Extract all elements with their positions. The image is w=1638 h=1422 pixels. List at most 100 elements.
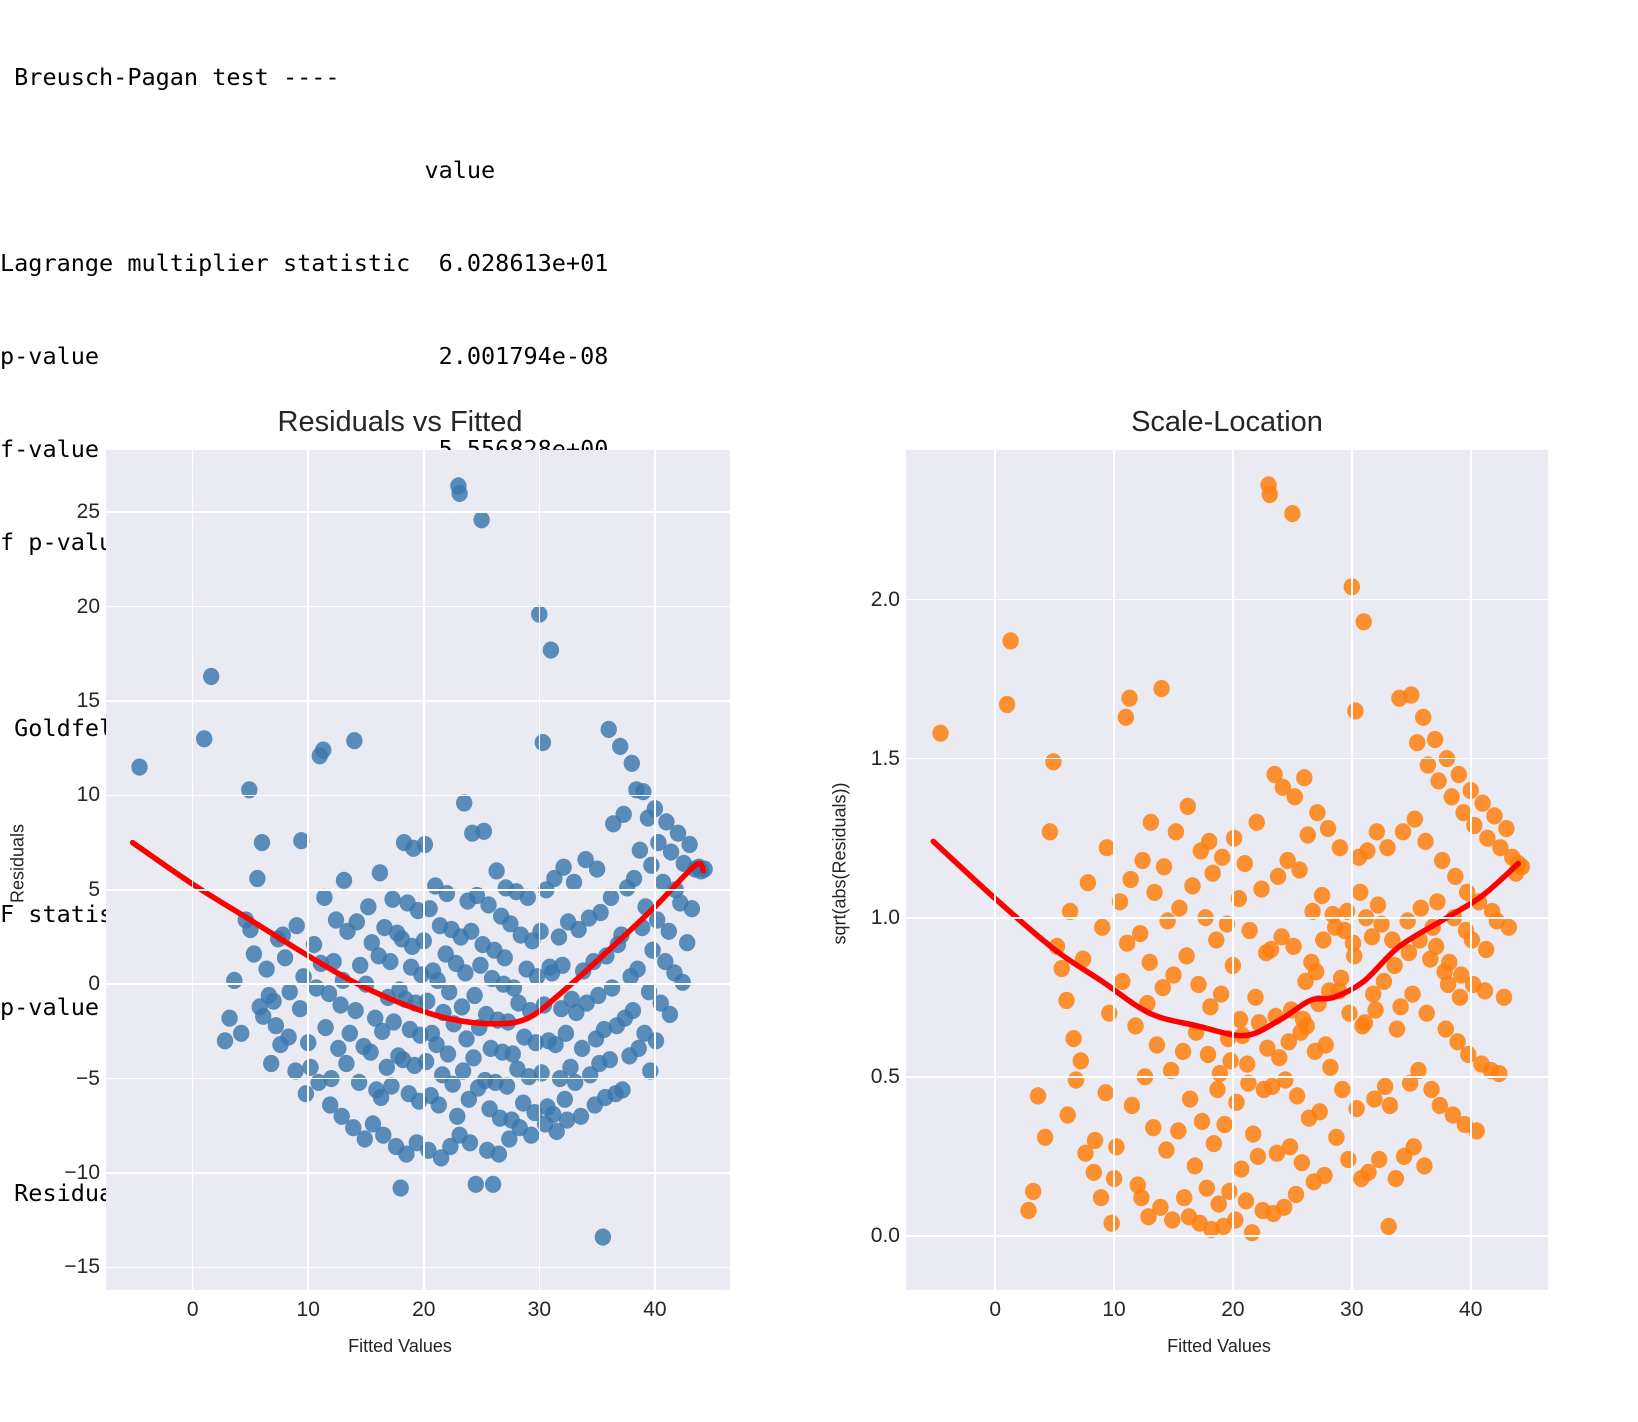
gridline-vertical — [422, 450, 425, 1290]
scatter-point — [322, 1096, 339, 1114]
plot-title-scale-location: Scale-Location — [1131, 406, 1323, 438]
gridline-horizontal — [906, 757, 1548, 760]
scatter-point — [1451, 988, 1469, 1006]
scatter-point — [1141, 953, 1158, 971]
scatter-point — [660, 922, 677, 940]
scatter-point — [454, 1062, 472, 1080]
scatter-point — [1154, 979, 1171, 997]
gridline-horizontal — [106, 889, 730, 891]
scatter-point — [1218, 915, 1236, 933]
scatter-point — [267, 1017, 285, 1035]
x-tick-label: 10 — [296, 1298, 320, 1321]
scatter-point — [258, 960, 275, 978]
scatter-point — [1178, 947, 1195, 965]
scatter-point — [1376, 1077, 1394, 1095]
scatter-point — [1209, 1080, 1226, 1099]
scatter-point — [1375, 972, 1393, 991]
scatter-point — [1366, 1090, 1383, 1108]
scatter-point — [662, 843, 680, 861]
scatter-point — [1268, 1144, 1286, 1162]
scatter-point — [1394, 823, 1412, 841]
scatter-point — [291, 1000, 309, 1018]
scatter-point — [233, 1024, 250, 1042]
scatter-point — [1205, 1135, 1223, 1153]
scatter-point — [588, 860, 606, 878]
scatter-point — [1269, 867, 1287, 885]
scatter-point — [1313, 886, 1331, 905]
scatter-point — [1426, 730, 1444, 749]
scatter-point — [1328, 1128, 1345, 1146]
y-axis-label-left: Residuals — [7, 823, 28, 904]
scatter-point — [647, 1032, 665, 1050]
scatter-point — [371, 864, 389, 882]
scatter-point — [1400, 944, 1418, 962]
scatter-point — [602, 888, 620, 906]
scatter-point — [547, 1036, 564, 1054]
scatter-point — [131, 758, 148, 776]
gridline-horizontal — [906, 1235, 1548, 1237]
gridline-horizontal — [106, 1077, 730, 1080]
scatter-point — [573, 1039, 591, 1057]
scatter-point — [1296, 769, 1313, 787]
scatter-point — [1476, 982, 1494, 1000]
scatter-point — [1392, 998, 1409, 1016]
scatter-point — [674, 973, 691, 991]
scatter-point — [249, 869, 266, 888]
scatter-point — [305, 936, 323, 954]
scatter-point — [1067, 1071, 1085, 1089]
scatter-point — [392, 1179, 409, 1197]
scatter-point — [652, 994, 669, 1012]
scatter-point — [1399, 912, 1416, 930]
gridline-horizontal — [106, 605, 730, 608]
scatter-point — [1324, 905, 1341, 924]
scatter-point — [532, 922, 549, 940]
scatter-point — [346, 732, 363, 750]
scatter-point — [376, 919, 393, 937]
scatter-point — [546, 869, 563, 888]
scatter-point — [1239, 1055, 1256, 1073]
scatter-point — [1367, 1001, 1384, 1019]
scatter-point — [1101, 1004, 1118, 1022]
y-tick-label: 15 — [76, 689, 100, 713]
scatter-point — [263, 1054, 280, 1073]
scatter-point — [1247, 988, 1264, 1006]
scatter-point — [1291, 861, 1308, 879]
scatter-point — [347, 1002, 364, 1020]
scatter-point — [562, 1058, 579, 1076]
scatter-point — [1053, 960, 1070, 978]
scatter-point — [528, 968, 546, 986]
scatter-point — [615, 805, 632, 823]
scatter-point — [1406, 810, 1423, 828]
scatter-point — [475, 822, 493, 840]
gridline-horizontal — [106, 794, 730, 797]
scatter-point — [1460, 1045, 1477, 1064]
scatter-point — [612, 737, 629, 755]
y-tick-label: 2.0 — [870, 587, 900, 611]
scatter-point — [466, 986, 483, 1005]
scatter-point — [297, 1085, 315, 1103]
scatter-point — [1275, 1198, 1293, 1216]
scatter-point — [1190, 975, 1207, 994]
scatter-point — [1153, 680, 1170, 698]
scatter-point — [453, 998, 471, 1016]
x-tick-label: 10 — [1102, 1298, 1126, 1321]
x-tick-label: 0 — [989, 1298, 1001, 1321]
scatter-point — [360, 898, 377, 916]
scatter-point — [1228, 1093, 1245, 1111]
scatter-point — [1416, 1157, 1433, 1175]
scatter-point — [1415, 708, 1432, 726]
scatter-point — [498, 1077, 516, 1095]
scatter-point — [1243, 1224, 1261, 1242]
scatter-point — [505, 979, 523, 997]
x-axis-label-left: Fitted Values — [348, 1336, 452, 1356]
scatter-point — [1198, 1179, 1215, 1197]
x-tick-label: 20 — [412, 1298, 436, 1321]
scatter-point — [1041, 823, 1059, 841]
scatter-point — [1114, 972, 1131, 991]
scatter-point — [1332, 969, 1350, 987]
scatter-point — [1386, 956, 1403, 975]
scatter-point — [1308, 963, 1325, 981]
scatter-point — [515, 1094, 532, 1112]
scatter-point — [1111, 893, 1129, 911]
scatter-point — [519, 888, 536, 906]
